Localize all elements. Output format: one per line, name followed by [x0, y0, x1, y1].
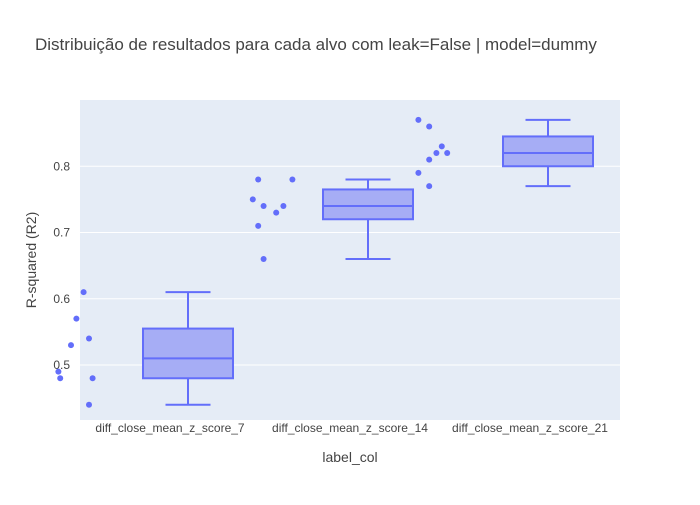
y-axis-label: R-squared (R2) — [23, 212, 39, 308]
chart-title: Distribuição de resultados para cada alv… — [35, 35, 597, 54]
data-point — [57, 375, 64, 382]
x-tick-label: diff_close_mean_z_score_21 — [452, 421, 608, 435]
data-point — [426, 123, 433, 130]
data-point — [255, 222, 262, 229]
data-point — [433, 150, 440, 157]
iqr-box — [142, 327, 234, 380]
data-point — [280, 203, 287, 210]
data-point — [426, 183, 433, 190]
iqr-box — [322, 188, 414, 221]
x-axis-ticks: diff_close_mean_z_score_7 diff_close_mean… — [95, 421, 608, 435]
data-point — [260, 203, 267, 210]
y-axis-ticks: 0.5 0.6 0.7 0.8 — [53, 159, 70, 372]
data-point — [438, 143, 445, 150]
x-tick-label: diff_close_mean_z_score_14 — [272, 421, 428, 435]
x-axis-label: label_col — [322, 449, 377, 465]
data-point — [415, 169, 422, 176]
y-tick-label: 0.8 — [53, 159, 70, 173]
data-point — [415, 116, 422, 123]
y-tick-label: 0.7 — [53, 226, 70, 240]
data-point — [86, 401, 92, 408]
iqr-box — [502, 135, 594, 168]
data-point — [444, 150, 451, 157]
box-diff_close_mean_z_score_7 — [142, 291, 234, 406]
y-tick-label: 0.5 — [53, 358, 70, 372]
data-point — [289, 176, 296, 183]
data-point — [80, 289, 87, 296]
data-points — [55, 116, 451, 408]
boxes — [142, 118, 594, 406]
data-point — [273, 209, 280, 216]
y-tick-label: 0.6 — [53, 292, 70, 306]
box-diff_close_mean_z_score_21 — [502, 118, 594, 188]
data-point — [255, 176, 262, 183]
data-point — [73, 315, 80, 322]
data-point — [55, 368, 62, 375]
data-point — [260, 256, 267, 263]
data-point — [86, 335, 92, 342]
box-diff_close_mean_z_score_14 — [322, 178, 414, 261]
data-point — [68, 342, 74, 349]
data-point — [89, 375, 96, 382]
data-point — [249, 196, 256, 203]
x-tick-label: diff_close_mean_z_score_7 — [95, 421, 245, 435]
data-point — [426, 156, 433, 163]
